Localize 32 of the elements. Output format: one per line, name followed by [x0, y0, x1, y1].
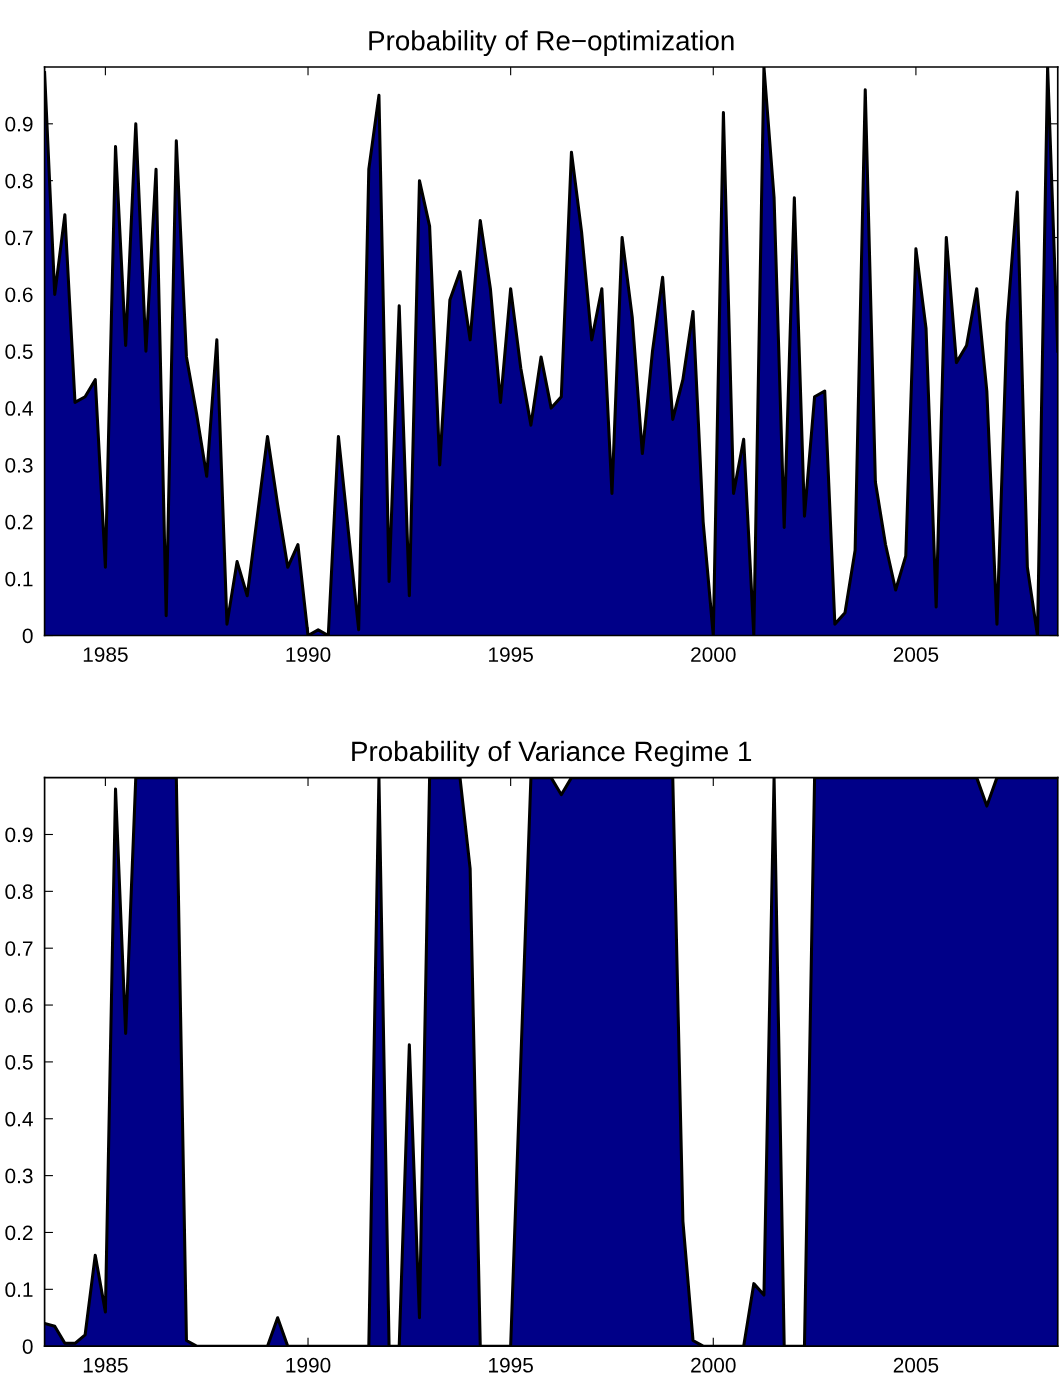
y-tick-label: 0.9: [5, 827, 33, 843]
y-tick-label: 0.6: [5, 998, 33, 1013]
y-tick-label: 0: [22, 1339, 33, 1354]
y-tick-label: 0.8: [5, 173, 33, 189]
y-tick-label: 0.3: [5, 457, 33, 473]
y-tick-label: 0.5: [5, 1054, 33, 1070]
x-tick-label: 1990: [286, 647, 331, 662]
x-tick-label: 1985: [83, 1357, 128, 1373]
chart-title: Probability of Variance Regime 1: [352, 740, 752, 767]
y-tick-label: 0.4: [5, 401, 33, 416]
y-tick-label: 0.2: [5, 1225, 33, 1241]
y-tick-label: 0: [22, 628, 33, 644]
y-tick-label: 0.4: [5, 1111, 33, 1127]
x-tick-label: 2000: [691, 1357, 736, 1373]
y-tick-label: 0.2: [5, 514, 33, 530]
y-tick-label: 0.9: [5, 116, 33, 132]
x-tick-label: 2005: [893, 647, 939, 662]
x-tick-label: 2000: [691, 647, 736, 662]
y-tick-label: 0.5: [5, 344, 33, 359]
y-tick-label: 0.3: [5, 1168, 33, 1184]
y-tick-label: 0.1: [5, 1282, 33, 1298]
x-tick-label: 1990: [286, 1357, 331, 1373]
y-tick-label: 0.6: [5, 287, 33, 303]
x-tick-label: 1995: [489, 647, 533, 662]
y-tick-label: 0.7: [5, 230, 33, 246]
x-tick-label: 1985: [83, 647, 128, 662]
x-tick-label: 2005: [893, 1357, 939, 1373]
y-tick-label: 0.7: [5, 941, 33, 956]
x-tick-label: 1995: [489, 1357, 533, 1373]
y-tick-label: 0.1: [5, 571, 33, 587]
chart-title: Probability of Re−optimization: [369, 30, 734, 57]
y-tick-label: 0.8: [5, 884, 33, 900]
